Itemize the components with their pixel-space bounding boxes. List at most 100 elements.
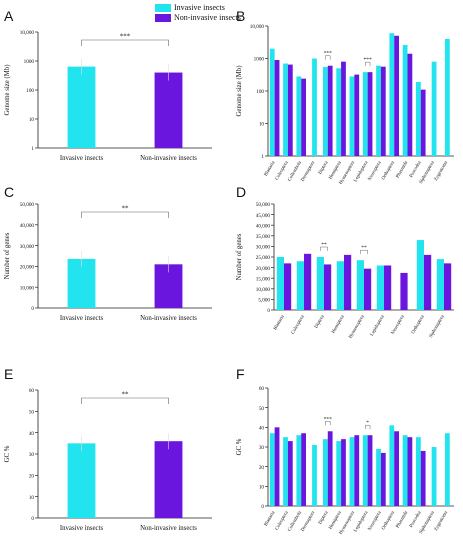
chart-b-x-tick-label: Psocodea bbox=[409, 160, 423, 179]
chart-f-bar bbox=[301, 433, 306, 506]
chart-f-bar bbox=[354, 435, 360, 506]
chart-f-bar bbox=[269, 433, 275, 506]
chart-e-y-axis-label: GC % bbox=[4, 445, 11, 462]
chart-f-bar bbox=[394, 431, 399, 506]
chart-b-bar bbox=[269, 48, 275, 157]
chart-f-y-axis-label: GC % bbox=[236, 438, 243, 455]
chart-f-bar bbox=[327, 431, 333, 506]
chart-b-bar bbox=[296, 76, 302, 156]
chart-f-significance-bracket bbox=[325, 421, 331, 426]
legend-item-noninvasive: Non-invasive insects bbox=[155, 13, 241, 23]
chart-a-x-tick-label: Invasive insects bbox=[60, 155, 104, 162]
chart-d-bar bbox=[304, 253, 312, 310]
chart-d-bar bbox=[400, 272, 408, 310]
chart-e-x-tick-label: Invasive insects bbox=[60, 525, 104, 532]
chart-f-bar bbox=[274, 427, 280, 506]
chart-d-bar bbox=[356, 260, 364, 310]
chart-d-y-axis-label: Number of genes bbox=[236, 233, 243, 280]
chart-a-y-tick-label: 1000 bbox=[24, 59, 35, 65]
chart-d-bar bbox=[364, 268, 372, 310]
chart-f-y-tick-label: 20 bbox=[259, 465, 265, 471]
chart-c-y-tick-label: 50,000 bbox=[20, 202, 35, 208]
legend-item-invasive: Invasive insects bbox=[155, 3, 241, 13]
chart-d-bar bbox=[376, 265, 384, 310]
chart-b-genome-size-by-order: 1 10 100 1000 10,000 Genome size (Mb) Blattari… bbox=[236, 24, 454, 184]
chart-f-bar bbox=[420, 450, 426, 506]
chart-f-bar bbox=[389, 425, 395, 506]
chart-b-x-tick-label: Phasmida bbox=[396, 160, 410, 179]
chart-d-y-tick-label: 40,000 bbox=[256, 223, 271, 229]
chart-d-bar bbox=[276, 257, 284, 310]
chart-d-y-tick-label: 45,000 bbox=[256, 213, 271, 219]
chart-a-y-axis-label: Genome size (Mb) bbox=[4, 65, 11, 116]
chart-b-bar bbox=[283, 63, 288, 156]
chart-c-y-tick-label: 20,000 bbox=[20, 265, 35, 271]
chart-d-y-tick-label: 5,000 bbox=[258, 298, 270, 304]
chart-b-bar bbox=[362, 72, 368, 156]
chart-f-y-tick-label: 50 bbox=[259, 406, 265, 412]
chart-d-x-tick-label: Hymenoptera bbox=[348, 314, 366, 340]
chart-b-bar bbox=[274, 59, 280, 156]
chart-f-bar bbox=[296, 435, 302, 506]
chart-c-y-axis-label: Number of genes bbox=[4, 232, 11, 279]
panel-letter-a: A bbox=[4, 8, 14, 24]
chart-e-significance-bracket bbox=[81, 397, 169, 404]
chart-b-x-tick-label: Zygentoma bbox=[434, 160, 450, 182]
chart-a-y-tick-label: 10,000 bbox=[20, 30, 35, 36]
chart-d-y-tick-label: 25,000 bbox=[256, 255, 271, 261]
chart-a-significance-label: *** bbox=[120, 33, 131, 41]
chart-d-significance-bracket bbox=[360, 249, 368, 255]
chart-f-x-tick-label: Diptera bbox=[318, 510, 330, 526]
chart-b-bar bbox=[407, 53, 413, 156]
chart-b-y-tick-label: 1000 bbox=[254, 57, 265, 63]
legend-label-invasive: Invasive insects bbox=[174, 3, 225, 12]
chart-c-bar bbox=[67, 258, 96, 308]
chart-d-y-tick-label: 50,000 bbox=[256, 202, 271, 208]
chart-b-bar bbox=[354, 74, 360, 156]
chart-e-x-tick-label: Non-invasive insects bbox=[140, 525, 197, 532]
chart-d-y-tick-label: 35,000 bbox=[256, 234, 271, 240]
chart-b-bar bbox=[336, 68, 342, 156]
chart-f-bar bbox=[349, 437, 355, 506]
chart-b-bar bbox=[389, 33, 395, 156]
chart-c-gene-number-overall: 0 10,000 20,000 30,000 40,000 50,000 Number of… bbox=[4, 202, 212, 322]
chart-c-y-tick-label: 0 bbox=[31, 306, 34, 312]
chart-f-bar bbox=[367, 435, 373, 506]
chart-e-y-tick-label: 20 bbox=[29, 474, 35, 480]
chart-f-bar bbox=[416, 437, 421, 506]
chart-a-bar bbox=[67, 66, 96, 148]
chart-c-y-tick-label: 30,000 bbox=[20, 244, 35, 250]
chart-d-bar bbox=[436, 259, 444, 310]
chart-b-x-tick-label: Blattaria bbox=[264, 160, 277, 178]
chart-d-significance-bracket bbox=[320, 246, 328, 251]
chart-a-x-tick-label: Non-invasive insects bbox=[140, 155, 197, 162]
chart-f-significance-label: * bbox=[366, 420, 369, 426]
chart-f-x-tick-label: Dermaptera bbox=[301, 510, 317, 533]
legend-swatch-invasive bbox=[155, 4, 171, 12]
chart-d-y-tick-label: 20,000 bbox=[256, 266, 271, 272]
chart-b-x-tick-label: Orthoptera bbox=[381, 160, 396, 181]
chart-b-bar bbox=[301, 78, 306, 156]
chart-e-y-tick-label: 60 bbox=[29, 388, 35, 394]
panel-letter-f: F bbox=[236, 366, 245, 382]
chart-f-bar bbox=[376, 448, 381, 506]
chart-a-y-tick-label: 1 bbox=[31, 146, 34, 152]
chart-e-y-tick-label: 30 bbox=[29, 452, 35, 458]
chart-f-bar bbox=[341, 439, 346, 506]
chart-f-y-tick-label: 10 bbox=[259, 485, 265, 491]
chart-e-y-tick-label: 50 bbox=[29, 410, 35, 416]
chart-d-x-tick-label: Coleoptera bbox=[291, 314, 306, 335]
chart-b-bar bbox=[349, 76, 355, 156]
chart-d-x-tick-label: Neuroptera bbox=[391, 314, 407, 336]
chart-b-y-axis-label: Genome size (Mb) bbox=[236, 66, 243, 117]
panel-letter-e: E bbox=[4, 366, 14, 382]
chart-f-bar bbox=[362, 435, 368, 506]
chart-e-significance-label: ** bbox=[122, 391, 130, 399]
chart-e-bar bbox=[67, 443, 96, 518]
panel-letter-b: B bbox=[236, 8, 246, 24]
chart-c-x-tick-label: Invasive insects bbox=[60, 315, 104, 322]
chart-a-significance-bracket bbox=[81, 39, 169, 46]
chart-b-y-tick-label: 100 bbox=[256, 89, 264, 95]
